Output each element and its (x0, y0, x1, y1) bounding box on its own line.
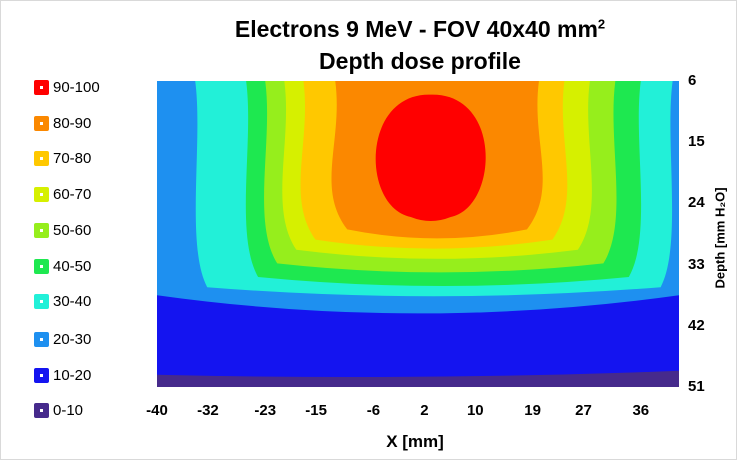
legend-swatch (34, 331, 49, 347)
legend-item: 70-80 (34, 147, 91, 169)
y-tick-label: 6 (688, 72, 697, 89)
legend-item: 10-20 (34, 364, 91, 386)
legend-swatch (34, 150, 49, 166)
legend-label: 60-70 (53, 185, 92, 203)
x-tick-label: -6 (366, 402, 381, 419)
x-tick-label: 27 (575, 402, 592, 419)
legend-label: 70-80 (53, 149, 92, 167)
legend-swatch (34, 79, 49, 95)
legend-label: 90-100 (53, 78, 100, 96)
legend-label: 0-10 (53, 401, 84, 419)
y-tick-label: 24 (688, 194, 705, 212)
legend-label: 20-30 (53, 330, 92, 348)
y-axis-label: Depth [mm H₂O] (712, 187, 728, 289)
chart-title: Electrons 9 MeV - FOV 40x40 mm2 (234, 16, 606, 42)
x-tick-label: 36 (632, 402, 650, 419)
legend-label: 30-40 (53, 292, 92, 310)
legend-swatch (34, 186, 49, 202)
legend-swatch (34, 367, 49, 383)
legend-item: 90-100 (34, 76, 100, 98)
legend-swatch (34, 115, 49, 131)
x-tick-label: -23 (254, 402, 277, 419)
legend-label: 80-90 (53, 114, 92, 132)
legend-label: 50-60 (53, 221, 92, 239)
legend-swatch (34, 293, 49, 309)
x-tick-label: -40 (146, 402, 168, 419)
legend-item: 0-10 (34, 399, 83, 421)
x-axis-label: X [mm] (386, 432, 444, 451)
legend-item: 80-90 (34, 112, 91, 134)
legend-swatch (34, 222, 49, 238)
legend-label: 40-50 (53, 257, 92, 275)
y-tick-label: 51 (688, 378, 705, 395)
legend-swatch (34, 258, 49, 274)
legend-item: 20-30 (34, 328, 91, 350)
y-tick-label: 33 (688, 255, 705, 273)
legend-item: 60-70 (34, 183, 91, 205)
x-tick-label: 10 (466, 402, 484, 419)
x-tick-label: -15 (305, 402, 327, 419)
x-tick-label: 2 (420, 402, 429, 419)
legend-item: 40-50 (34, 255, 91, 277)
legend-item: 30-40 (34, 290, 91, 312)
y-tick-label: 42 (688, 316, 705, 334)
legend-item: 50-60 (34, 219, 91, 241)
dose-band-90-100 (375, 94, 486, 221)
x-tick-label: 19 (524, 402, 541, 419)
legend-swatch (34, 402, 49, 418)
legend-label: 10-20 (53, 366, 92, 384)
y-tick-label: 15 (688, 133, 705, 151)
x-tick-label: -32 (197, 402, 219, 419)
chart-subtitle: Depth dose profile (319, 48, 521, 74)
